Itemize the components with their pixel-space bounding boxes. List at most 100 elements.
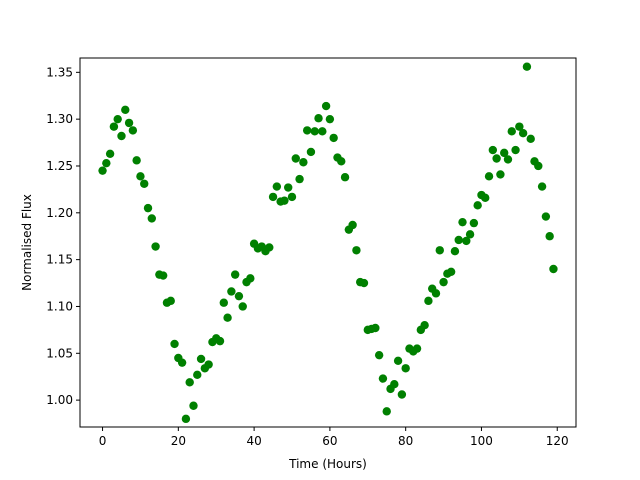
data-point	[246, 274, 255, 283]
y-tick-label: 1.25	[46, 159, 73, 173]
data-point	[132, 156, 141, 165]
data-point	[196, 354, 206, 364]
data-point	[321, 101, 331, 111]
data-point	[420, 321, 429, 330]
data-point	[136, 172, 145, 181]
data-point	[102, 158, 111, 168]
data-point	[473, 201, 482, 210]
data-point	[374, 350, 384, 360]
data-point	[515, 122, 524, 131]
data-point	[121, 105, 130, 114]
data-point	[117, 131, 126, 141]
data-point	[227, 287, 236, 296]
data-point	[204, 360, 213, 369]
data-point	[465, 230, 475, 239]
data-point	[488, 145, 498, 155]
data-point	[397, 390, 407, 399]
data-point	[295, 174, 304, 184]
data-point	[181, 414, 191, 424]
data-point	[306, 147, 316, 157]
data-point	[268, 192, 278, 202]
data-point	[439, 277, 448, 287]
data-point	[484, 172, 494, 181]
data-point	[287, 192, 297, 202]
data-point	[140, 179, 149, 188]
data-point	[549, 264, 558, 274]
data-point	[310, 127, 319, 136]
data-point	[128, 126, 138, 135]
data-point	[234, 291, 244, 301]
data-point	[431, 289, 441, 298]
data-point	[177, 358, 187, 367]
data-point	[435, 246, 444, 255]
data-point	[314, 114, 323, 123]
data-point	[272, 182, 282, 191]
x-tick-label: 100	[470, 434, 493, 448]
data-point	[238, 302, 247, 311]
data-point	[284, 183, 293, 192]
data-point	[98, 166, 107, 175]
y-axis: 1.00 1.05 1.10 1.15 1.20 1.25 1.30 1.35	[46, 65, 80, 407]
data-point	[193, 370, 202, 380]
data-point	[412, 344, 422, 353]
plot-area	[80, 58, 576, 427]
data-point	[359, 278, 369, 288]
data-point	[390, 380, 399, 389]
x-tick-label: 120	[546, 434, 569, 448]
data-point	[450, 247, 460, 256]
data-point	[318, 127, 327, 136]
data-point	[492, 154, 501, 163]
x-axis: 0 20 40 60 80 100 120	[99, 427, 569, 448]
data-point	[469, 218, 479, 228]
x-tick-label: 60	[322, 434, 337, 448]
data-point	[299, 158, 308, 167]
data-point	[545, 232, 554, 241]
data-point	[348, 220, 357, 230]
data-point	[325, 114, 335, 124]
data-point	[458, 217, 467, 227]
data-point	[185, 378, 194, 387]
y-tick-label: 1.30	[46, 112, 73, 126]
data-point	[446, 267, 456, 277]
data-point	[534, 161, 543, 171]
data-point	[500, 148, 509, 158]
data-point	[147, 214, 156, 223]
data-point	[143, 203, 153, 213]
data-point	[382, 407, 391, 416]
data-point	[170, 339, 179, 349]
data-point	[105, 149, 115, 159]
data-point	[219, 298, 228, 307]
data-point	[454, 235, 463, 245]
data-point	[378, 374, 388, 383]
data-point	[496, 170, 505, 179]
data-points	[98, 62, 558, 424]
x-tick-label: 20	[171, 434, 186, 448]
data-point	[158, 271, 168, 280]
y-tick-label: 1.00	[46, 393, 73, 407]
y-tick-label: 1.20	[46, 206, 73, 220]
data-point	[522, 62, 532, 71]
data-point	[340, 173, 350, 182]
data-point	[215, 336, 225, 346]
y-tick-label: 1.35	[46, 65, 73, 79]
data-point	[526, 134, 535, 144]
data-point	[511, 145, 520, 155]
data-point	[113, 114, 122, 124]
data-point	[280, 196, 289, 205]
y-axis-label: Normalised Flux	[20, 194, 34, 291]
data-point	[329, 133, 338, 143]
x-axis-label: Time (Hours)	[288, 457, 367, 471]
data-point	[462, 236, 471, 246]
data-point	[291, 154, 300, 163]
data-point	[481, 193, 490, 203]
data-point	[518, 129, 528, 138]
data-point	[541, 212, 551, 221]
data-point	[230, 270, 240, 279]
data-point	[537, 182, 547, 191]
data-point	[401, 364, 410, 373]
x-tick-label: 0	[99, 434, 107, 448]
data-point	[189, 401, 198, 410]
data-point	[393, 356, 403, 365]
data-point	[424, 296, 433, 306]
